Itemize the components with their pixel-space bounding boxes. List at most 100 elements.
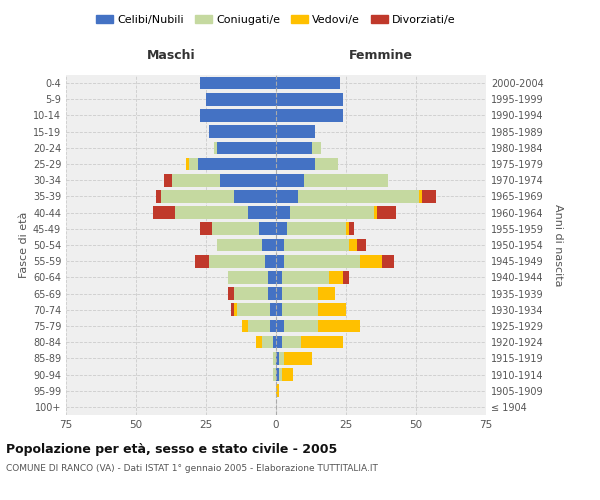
Bar [304,174,388,186]
Bar [231,304,234,316]
Bar [281,271,329,283]
Bar [209,126,276,138]
Bar [360,255,382,268]
Bar [357,238,365,252]
Bar [276,352,279,364]
Bar [284,255,360,268]
Bar [374,206,377,219]
Bar [229,288,234,300]
Bar [276,336,281,348]
Text: COMUNE DI RANCO (VA) - Dati ISTAT 1° gennaio 2005 - Elaborazione TUTTITALIA.IT: COMUNE DI RANCO (VA) - Dati ISTAT 1° gen… [6,464,378,473]
Bar [248,320,271,332]
Bar [276,93,343,106]
Bar [276,238,284,252]
Bar [276,126,315,138]
Bar [284,238,349,252]
Bar [200,77,276,90]
Bar [271,320,276,332]
Bar [287,222,346,235]
Bar [271,304,276,316]
Bar [265,255,276,268]
Bar [284,320,318,332]
Bar [276,368,279,381]
Bar [248,206,276,219]
Bar [276,271,281,283]
Bar [315,158,338,170]
Bar [281,304,318,316]
Bar [259,222,276,235]
Bar [237,304,271,316]
Bar [229,271,268,283]
Bar [155,190,161,202]
Bar [268,271,276,283]
Bar [217,142,276,154]
Bar [161,190,234,202]
Bar [276,142,313,154]
Bar [217,238,262,252]
Bar [273,336,276,348]
Bar [187,158,189,170]
Y-axis label: Fasce di età: Fasce di età [19,212,29,278]
Bar [346,222,349,235]
Bar [276,190,298,202]
Bar [419,190,422,202]
Bar [214,142,217,154]
Bar [175,206,248,219]
Bar [234,304,237,316]
Text: Femmine: Femmine [349,50,413,62]
Bar [273,352,276,364]
Bar [349,238,357,252]
Bar [195,255,209,268]
Bar [313,142,321,154]
Bar [318,304,346,316]
Bar [276,174,304,186]
Bar [276,288,281,300]
Bar [329,271,343,283]
Bar [200,109,276,122]
Bar [284,352,313,364]
Bar [276,320,284,332]
Bar [281,368,293,381]
Bar [172,174,220,186]
Legend: Celibi/Nubili, Coniugati/e, Vedovi/e, Divorziati/e: Celibi/Nubili, Coniugati/e, Vedovi/e, Di… [92,10,460,29]
Bar [234,190,276,202]
Text: Popolazione per età, sesso e stato civile - 2005: Popolazione per età, sesso e stato civil… [6,442,337,456]
Bar [343,271,349,283]
Text: Maschi: Maschi [146,50,196,62]
Bar [318,320,360,332]
Bar [281,336,301,348]
Bar [234,288,268,300]
Bar [318,288,335,300]
Bar [276,255,284,268]
Bar [206,93,276,106]
Bar [279,352,284,364]
Bar [209,255,265,268]
Bar [256,336,262,348]
Bar [276,206,290,219]
Bar [189,158,197,170]
Bar [422,190,436,202]
Bar [268,288,276,300]
Bar [276,77,340,90]
Bar [220,174,276,186]
Bar [276,222,287,235]
Bar [290,206,374,219]
Bar [276,304,281,316]
Bar [262,336,273,348]
Bar [276,158,315,170]
Y-axis label: Anni di nascita: Anni di nascita [553,204,563,286]
Bar [276,109,343,122]
Bar [242,320,248,332]
Bar [164,174,172,186]
Bar [382,255,394,268]
Bar [281,288,318,300]
Bar [301,336,343,348]
Bar [200,222,212,235]
Bar [377,206,397,219]
Bar [279,368,281,381]
Bar [298,190,419,202]
Bar [197,158,276,170]
Bar [262,238,276,252]
Bar [212,222,259,235]
Bar [276,384,279,397]
